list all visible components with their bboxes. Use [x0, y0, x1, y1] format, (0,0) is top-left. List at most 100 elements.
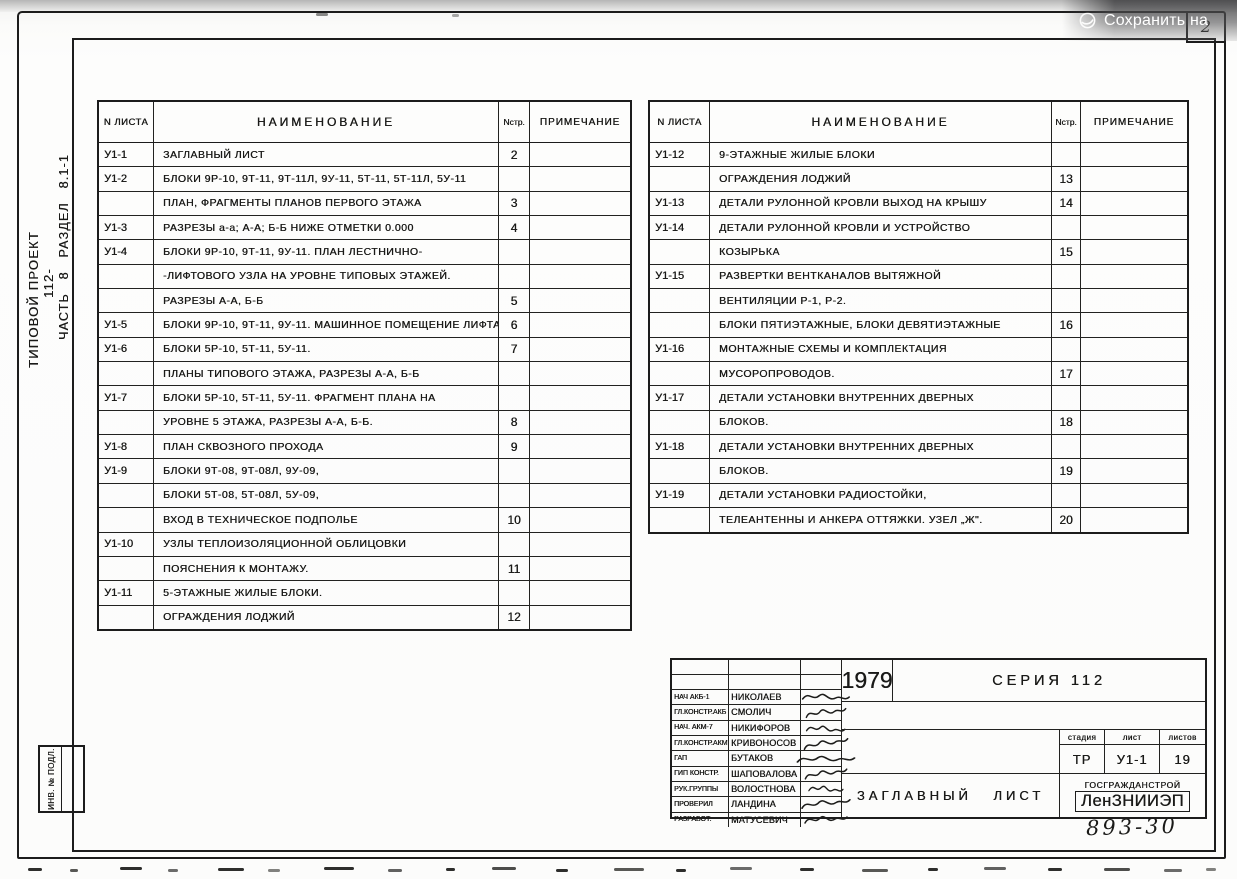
save-to-disk-button[interactable]: Сохранить на [1062, 0, 1237, 41]
person-role: ГАП [672, 751, 729, 766]
cell-sheet-no [650, 240, 710, 264]
table-header-row: N ЛИСТА НАИМЕНОВАНИЕ Nстр. ПРИМЕЧАНИЕ [99, 102, 630, 143]
cell-name: ВХОД В ТЕХНИЧЕСКОЕ ПОДПОЛЬЕ [154, 508, 499, 532]
cell-page: 4 [499, 216, 530, 240]
scan-artifact [1048, 868, 1062, 871]
cell-name: МОНТАЖНЫЕ СХЕМЫ И КОМПЛЕКТАЦИЯ [710, 337, 1052, 362]
cell-page: 17 [1052, 362, 1081, 386]
cell-name: МУСОРОПРОВОДОВ. [710, 362, 1052, 386]
table-row: БЛОКОВ. 18 [650, 409, 1187, 435]
signature-row: ПРОВЕРИЛ ЛАНДИНА [672, 796, 851, 812]
person-name: СМОЛИЧ [729, 705, 801, 720]
cell-page [499, 362, 530, 386]
cell-sheet-no [650, 508, 710, 532]
sheet-value: У1-1 [1105, 745, 1160, 774]
scan-artifact [120, 867, 142, 870]
cell-note [1081, 386, 1187, 409]
cell-name: БЛОКИ 9Р-10, 9Т-11, 9У-11. МАШИННОЕ ПОМЕ… [154, 313, 499, 337]
inventory-box: ИНВ. № ПОДЛ. [38, 745, 85, 813]
organization-name: ЛенЗНИИЭП [1075, 790, 1190, 812]
cell-name: ПЛАНЫ ТИПОВОГО ЭТАЖА, РАЗРЕЗЫ А-А, Б-Б [154, 362, 499, 386]
cell-page [499, 483, 530, 508]
cell-note [530, 581, 630, 604]
signature-mark [796, 755, 856, 763]
cell-name: РАЗРЕЗЫ а-а; А-А; Б-Б НИЖЕ ОТМЕТКИ 0.000 [154, 216, 499, 240]
person-name: ВОЛОСТНОВА [729, 781, 801, 797]
table-row: У1-2 БЛОКИ 9Р-10, 9Т-11, 9Т-11Л, 9У-11, … [99, 166, 630, 191]
cell-page: 16 [1052, 313, 1081, 337]
cell-sheet-no [99, 605, 154, 629]
table-row: УРОВНЕ 5 ЭТАЖА, РАЗРЕЗЫ А-А, Б-Б. 8 [99, 409, 630, 435]
cell-name: -ЛИФТОВОГО УЗЛА НА УРОВНЕ ТИПОВЫХ ЭТАЖЕЙ… [154, 264, 499, 289]
cell-note [1081, 289, 1187, 312]
table-row: РАЗРЕЗЫ А-А, Б-Б 5 [99, 288, 630, 313]
cell-note [1081, 192, 1187, 215]
table-row: У1-4 БЛОКИ 9Р-10, 9Т-11, 9У-11. ПЛАН ЛЕС… [99, 239, 630, 264]
cell-name: КОЗЫРЬКА [710, 240, 1052, 264]
cell-page [1052, 289, 1081, 313]
table-row: У1-7 БЛОКИ 5Р-10, 5Т-11, 5У-11. ФРАГМЕНТ… [99, 385, 630, 410]
cell-sheet-no: У1-3 [99, 216, 154, 240]
cell-sheet-no: У1-19 [650, 483, 710, 508]
header-sheet-no: N ЛИСТА [650, 102, 710, 142]
cell-page: 19 [1052, 459, 1081, 483]
cell-note [1081, 313, 1187, 336]
cell-page [1052, 435, 1081, 459]
header-name: НАИМЕНОВАНИЕ [710, 102, 1052, 142]
cell-sheet-no [99, 556, 154, 581]
cell-name: РАЗРЕЗЫ А-А, Б-Б [154, 289, 499, 313]
cell-sheet-no: У1-12 [650, 143, 710, 167]
signature-mark [803, 737, 849, 750]
cell-name: РАЗВЕРТКИ ВЕНТКАНАЛОВ ВЫТЯЖНОЙ [710, 264, 1052, 289]
cell-note [530, 386, 630, 409]
cell-page: 8 [499, 410, 530, 435]
table-row: У1-13 ДЕТАЛИ РУЛОННОЙ КРОВЛИ ВЫХОД НА КР… [650, 190, 1187, 216]
cell-name: 9-ЭТАЖНЫЕ ЖИЛЫЕ БЛОКИ [710, 143, 1052, 167]
scan-artifact [316, 13, 328, 16]
cell-sheet-no [650, 289, 710, 313]
cell-page [499, 264, 530, 289]
scan-artifact [388, 869, 402, 872]
cell-page [499, 386, 530, 410]
empty-row [672, 660, 841, 674]
signature-row: ГАП БУТАКОВ [672, 750, 856, 766]
cell-name: ДЕТАЛИ УСТАНОВКИ РАДИОСТОЙКИ, [710, 483, 1052, 508]
table-row: У1-6 БЛОКИ 5Р-10, 5Т-11, 5У-11. 7 [99, 336, 630, 362]
cell-sheet-no: У1-17 [650, 386, 710, 410]
signature-row: НАЧ. АКМ-7 НИКИФОРОВ [672, 719, 846, 735]
cell-page: 10 [499, 508, 530, 532]
cell-note [530, 435, 630, 458]
scan-artifact [324, 867, 354, 870]
cell-sheet-no [650, 459, 710, 483]
cell-name: ЗАГЛАВНЫЙ ЛИСТ [154, 143, 499, 167]
person-name: ШАПОВАЛОВА [729, 766, 801, 781]
table-row: У1-8 ПЛАН СКВОЗНОГО ПРОХОДА 9 [99, 434, 630, 459]
table-row: У1-16 МОНТАЖНЫЕ СХЕМЫ И КОМПЛЕКТАЦИЯ [650, 336, 1187, 362]
scan-artifact [1206, 868, 1216, 871]
cell-page [499, 240, 530, 264]
cell-note [530, 338, 630, 361]
cell-page: 2 [499, 143, 530, 167]
cell-sheet-no: У1-8 [99, 435, 154, 459]
person-name: ЛАНДИНА [729, 797, 801, 812]
scan-artifact [614, 868, 644, 871]
table-row: -ЛИФТОВОГО УЗЛА НА УРОВНЕ ТИПОВЫХ ЭТАЖЕЙ… [99, 263, 630, 289]
organization-box: ГОСГРАЖДАНСТРОЙ ЛенЗНИИЭП [1060, 774, 1205, 817]
sheets-value: 19 [1160, 745, 1205, 774]
cell-page: 13 [1052, 167, 1081, 191]
table-row: ПОЯСНЕНИЯ К МОНТАЖУ. 11 [99, 555, 630, 581]
cell-sheet-no [99, 483, 154, 508]
cell-page: 15 [1052, 240, 1081, 264]
cell-note [1081, 240, 1187, 263]
table-row: У1-3 РАЗРЕЗЫ а-а; А-А; Б-Б НИЖЕ ОТМЕТКИ … [99, 215, 630, 240]
cell-sheet-no [99, 508, 154, 532]
cell-note [1081, 508, 1187, 531]
signature-mark [805, 707, 847, 719]
person-role: ПРОВЕРИЛ [672, 797, 729, 812]
cell-note [1081, 265, 1187, 288]
cell-note [530, 265, 630, 288]
table-row: У1-9 БЛОКИ 9Т-08, 9Т-08Л, 9У-09, [99, 458, 630, 483]
cell-note [530, 533, 630, 556]
signature-mark [808, 785, 844, 792]
stage-value: ТР [1060, 745, 1105, 774]
